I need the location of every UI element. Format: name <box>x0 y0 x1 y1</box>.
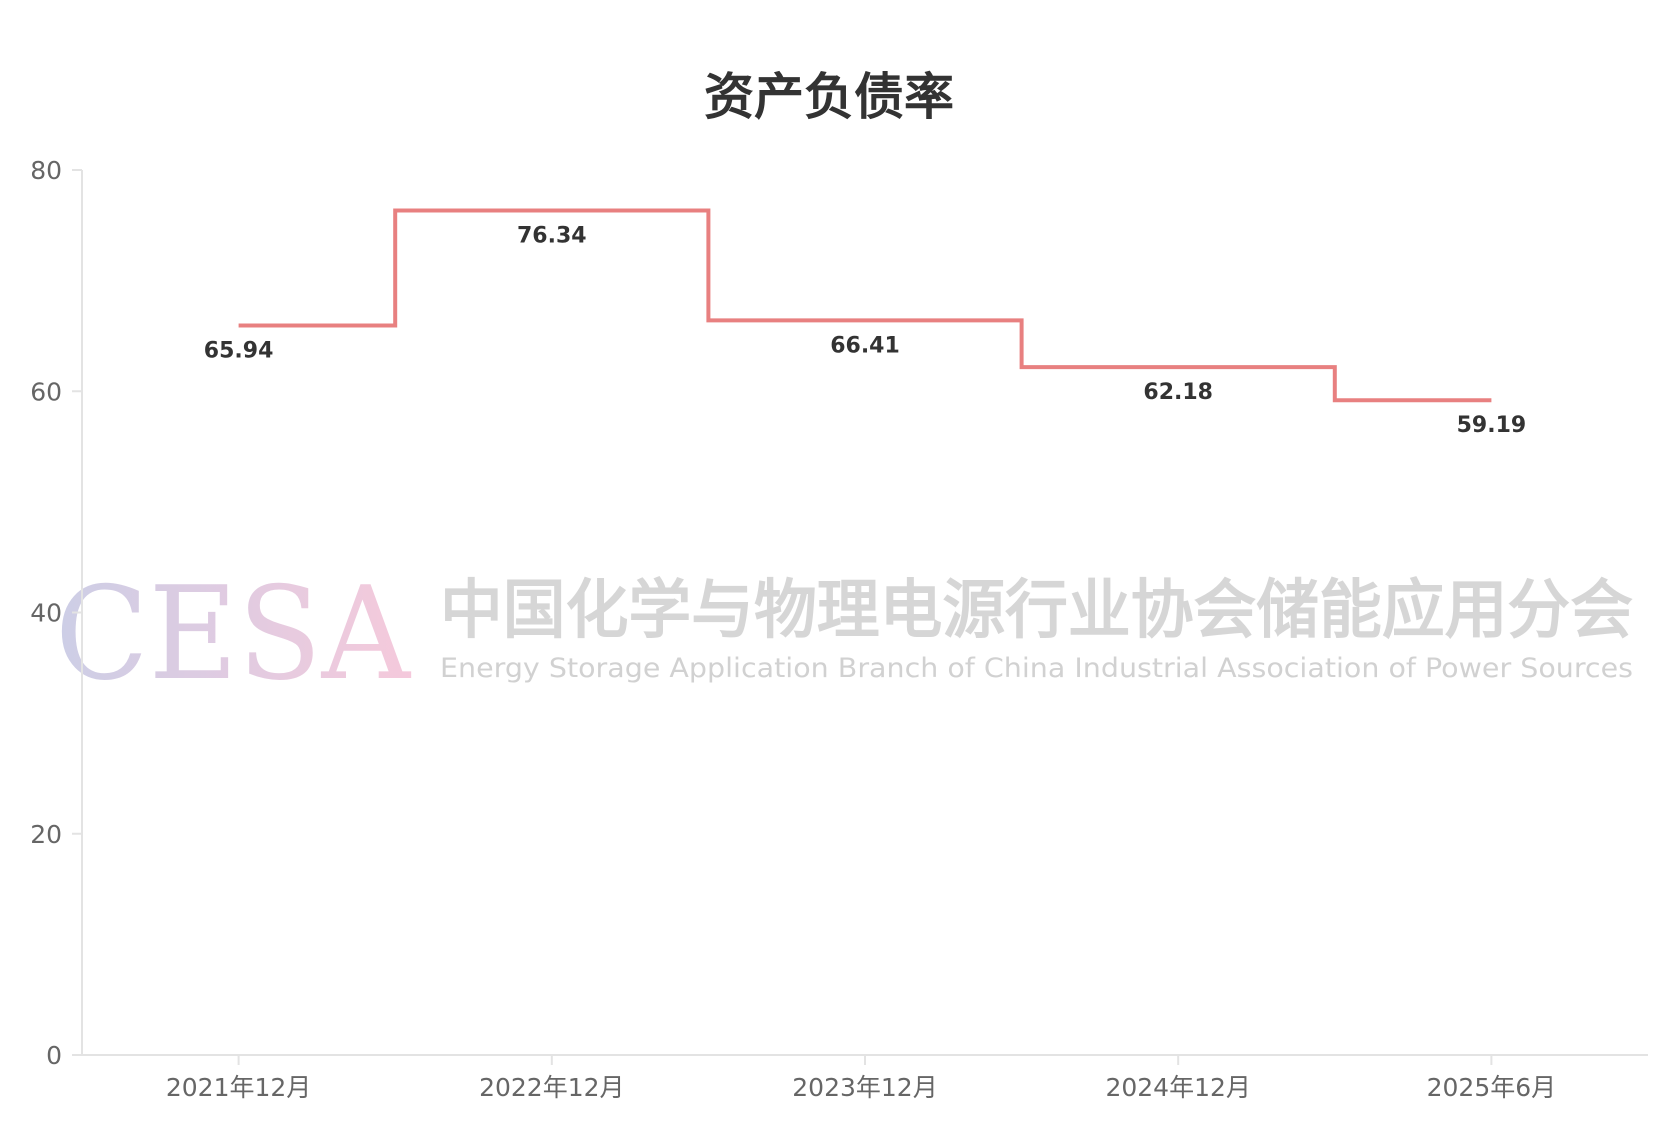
data-label: 76.34 <box>517 223 587 248</box>
y-tick-label: 0 <box>46 1041 62 1070</box>
data-label: 59.19 <box>1457 413 1527 438</box>
y-tick-label: 20 <box>30 820 62 849</box>
series-line <box>238 208 1492 403</box>
x-tick-label: 2021年12月 <box>166 1073 311 1102</box>
data-label: 65.94 <box>204 339 274 364</box>
y-tick-label: 60 <box>30 377 62 406</box>
x-tick-label: 2023年12月 <box>792 1073 937 1102</box>
series <box>238 208 1492 403</box>
watermark-name-en: Energy Storage Application Branch of Chi… <box>440 653 1633 684</box>
x-tick-label: 2024年12月 <box>1105 1073 1250 1102</box>
data-label: 66.41 <box>830 333 900 358</box>
watermark: CESA 中国化学与物理电源行业协会储能应用分会 Energy Storage … <box>55 560 1633 709</box>
y-ticks: 0 20 40 60 80 <box>30 156 82 1070</box>
y-tick-label: 40 <box>30 599 62 628</box>
x-tick-label: 2022年12月 <box>479 1073 624 1102</box>
watermark-logo: CESA <box>55 560 411 709</box>
x-tick-label: 2025年6月 <box>1427 1073 1557 1102</box>
chart-title: 资产负债率 <box>704 68 954 126</box>
data-label: 62.18 <box>1143 380 1213 405</box>
data-labels: 65.94 76.34 66.41 62.18 59.19 <box>204 223 1526 438</box>
x-ticks: 2021年12月 2022年12月 2023年12月 2024年12月 2025年6月 <box>166 1055 1556 1102</box>
y-tick-label: 80 <box>30 156 62 185</box>
watermark-name-cn: 中国化学与物理电源行业协会储能应用分会 <box>440 574 1633 648</box>
